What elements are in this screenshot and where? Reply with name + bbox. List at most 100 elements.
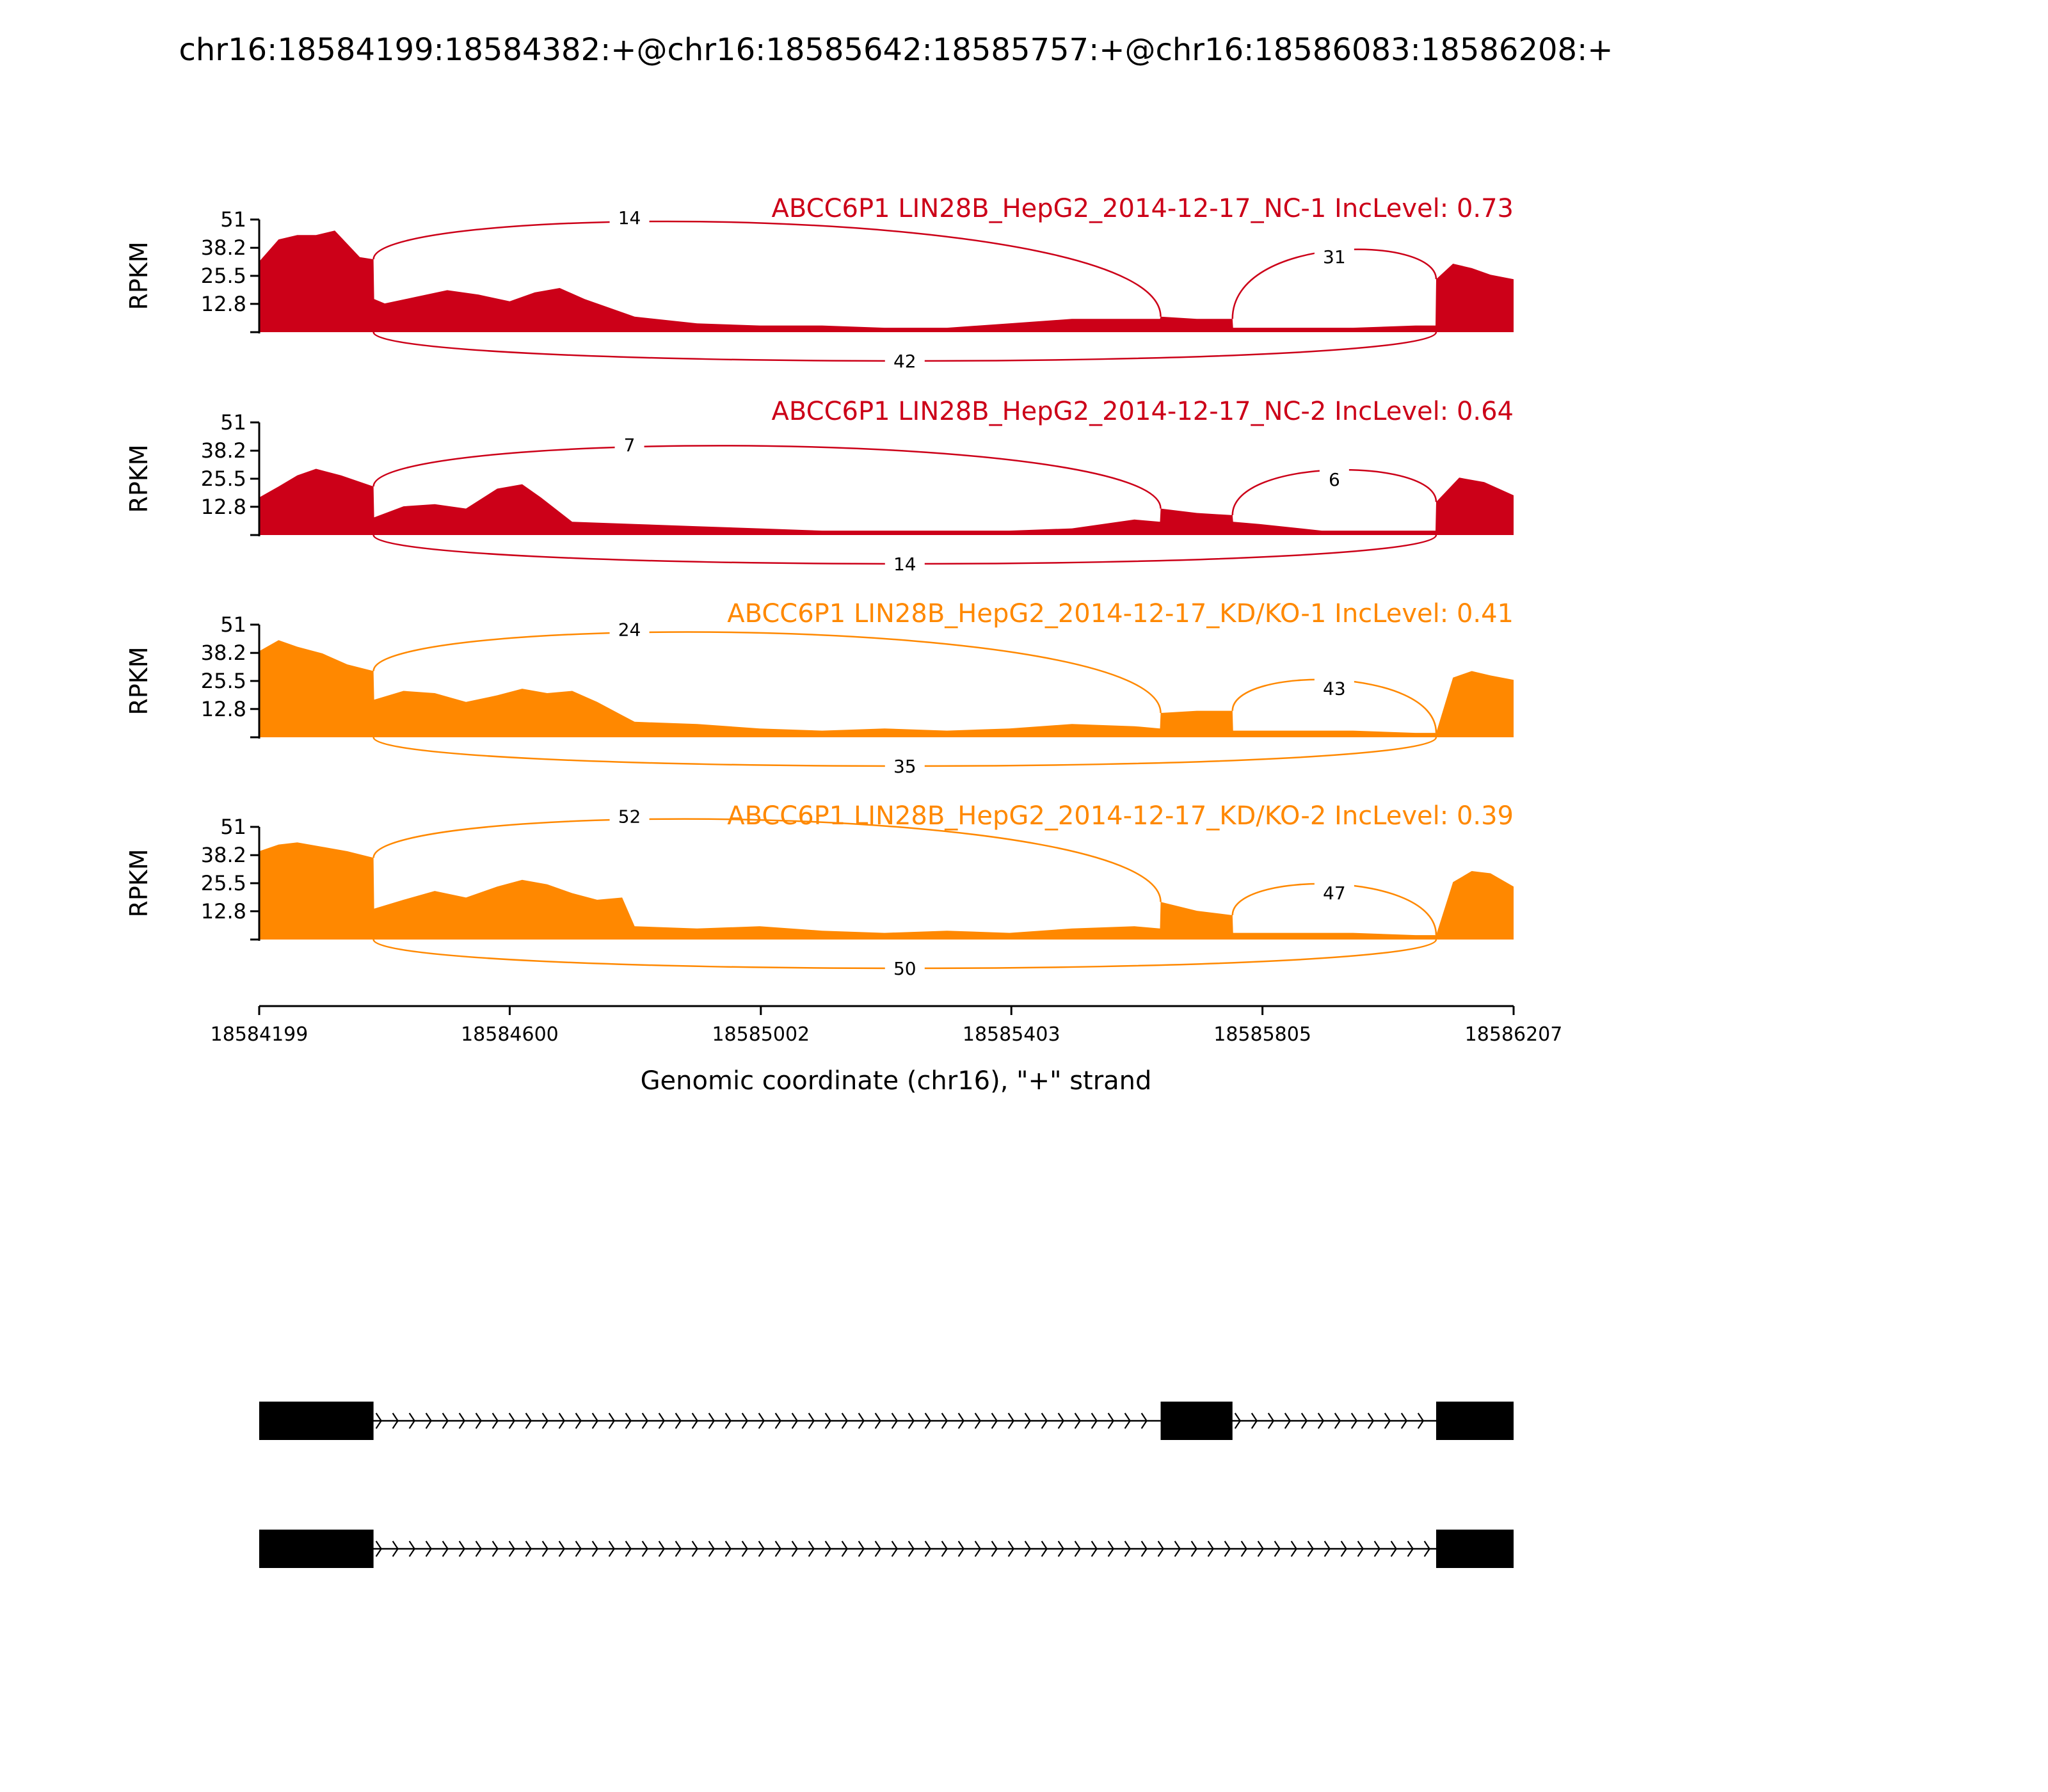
junction-label-bg — [1319, 467, 1349, 491]
strand-arrow — [1417, 1412, 1425, 1429]
strand-arrow — [1384, 1412, 1391, 1429]
strand-arrow — [508, 1412, 515, 1429]
y-tick-label: 38.2 — [201, 843, 246, 867]
panel-1: 51 38.2 25.5 12.8 RPKM ABCC6P1 LIN28B_HepG2_2… — [125, 194, 1514, 372]
strand-arrow — [824, 1412, 831, 1429]
strand-arrow — [974, 1412, 981, 1429]
exon-block — [259, 1530, 374, 1568]
strand-arrow — [941, 1412, 948, 1429]
junction-label-bg — [1314, 676, 1354, 700]
y-tick-label: 51 — [220, 207, 246, 232]
y-tick-label: 12.8 — [201, 697, 246, 721]
junction-arc — [372, 818, 1162, 902]
strand-arrow — [791, 1540, 798, 1557]
junction-label-bg — [609, 804, 650, 828]
y-tick-label: 25.5 — [201, 871, 246, 895]
strand-arrow — [1057, 1540, 1064, 1557]
panel-label: ABCC6P1 LIN28B_HepG2_2014-12-17_KD/KO-1 … — [727, 599, 1514, 628]
y-axis-label: RPKM — [125, 444, 153, 513]
panel-2: 51 38.2 25.5 12.8 RPKM ABCC6P1 LIN28B_HepG2_2… — [125, 397, 1514, 575]
strand-arrow — [625, 1412, 632, 1429]
strand-arrow — [1041, 1412, 1048, 1429]
exon-block — [1160, 1402, 1233, 1440]
strand-arrow — [841, 1412, 848, 1429]
figure-title: chr16:18584199:18584382:+@chr16:18585642… — [179, 32, 1613, 68]
strand-arrow — [1300, 1412, 1308, 1429]
strand-arrow — [1224, 1540, 1231, 1557]
strand-arrow — [675, 1412, 682, 1429]
junction-count: 52 — [618, 806, 641, 827]
strand-arrow — [575, 1412, 582, 1429]
strand-arrow — [991, 1540, 998, 1557]
strand-arrow — [908, 1412, 915, 1429]
junction-label-bg — [1314, 881, 1354, 904]
strand-arrow — [591, 1412, 598, 1429]
strand-arrow — [991, 1412, 998, 1429]
x-tick-label: 18584199 — [211, 1023, 308, 1046]
strand-arrow — [492, 1540, 499, 1557]
strand-arrow — [841, 1540, 848, 1557]
junction-count: 14 — [618, 207, 641, 228]
strand-arrow — [458, 1412, 465, 1429]
junction-count: 7 — [624, 435, 636, 456]
exon-block — [1436, 1530, 1514, 1568]
strand-arrow — [1274, 1540, 1281, 1557]
strand-arrow — [1357, 1540, 1364, 1557]
strand-arrow — [492, 1412, 499, 1429]
y-axis-label: RPKM — [125, 241, 153, 310]
strand-arrow — [858, 1412, 865, 1429]
y-tick-label: 25.5 — [201, 264, 246, 288]
strand-arrow — [1007, 1412, 1014, 1429]
junction-count: 50 — [893, 958, 916, 979]
y-axis-label: RPKM — [125, 646, 153, 715]
strand-arrow — [1307, 1540, 1314, 1557]
strand-arrow — [957, 1540, 964, 1557]
strand-arrow — [808, 1412, 815, 1429]
x-axis: 18584199 18584600 18585002 18585403 18585805… — [211, 1005, 1563, 1046]
strand-arrow — [392, 1540, 399, 1557]
strand-arrow — [375, 1412, 382, 1429]
strand-arrow — [1091, 1412, 1098, 1429]
strand-arrow — [1207, 1540, 1214, 1557]
strand-arrow — [1240, 1540, 1247, 1557]
strand-arrow — [1174, 1540, 1181, 1557]
junction-count: 6 — [1329, 469, 1340, 490]
y-tick-label: 25.5 — [201, 669, 246, 693]
coverage-area — [259, 468, 1514, 535]
junction-count: 43 — [1323, 678, 1346, 700]
strand-arrow — [525, 1412, 532, 1429]
strand-arrow — [708, 1412, 715, 1429]
strand-arrow — [957, 1412, 964, 1429]
strand-arrow — [1267, 1412, 1275, 1429]
strand-arrow — [908, 1540, 915, 1557]
strand-arrow — [1290, 1540, 1297, 1557]
junction-arc — [372, 220, 1162, 317]
strand-arrow — [808, 1540, 815, 1557]
x-tick-label: 18586207 — [1465, 1023, 1563, 1046]
strand-arrow — [1350, 1412, 1358, 1429]
coverage-area — [259, 230, 1514, 332]
strand-arrow — [941, 1540, 948, 1557]
strand-arrow — [924, 1412, 931, 1429]
strand-arrow — [874, 1412, 881, 1429]
strand-arrow — [1317, 1412, 1325, 1429]
strand-arrow — [658, 1412, 665, 1429]
strand-arrow — [774, 1412, 781, 1429]
strand-arrow — [442, 1412, 449, 1429]
y-tick-label: 12.8 — [201, 292, 246, 316]
strand-arrow — [1251, 1412, 1258, 1429]
y-tick-label: 51 — [220, 410, 246, 435]
strand-arrow — [1373, 1540, 1380, 1557]
panel-label: ABCC6P1 LIN28B_HepG2_2014-12-17_KD/KO-2 … — [727, 801, 1514, 831]
y-axis-label: RPKM — [125, 849, 153, 917]
junction-label-bg — [884, 754, 925, 777]
junction-label-bg — [614, 433, 644, 456]
strand-arrow — [1407, 1540, 1414, 1557]
strand-arrow — [475, 1412, 482, 1429]
strand-arrow — [1390, 1540, 1397, 1557]
strand-arrow — [891, 1540, 898, 1557]
strand-arrow — [541, 1540, 548, 1557]
strand-arrow — [1334, 1412, 1341, 1429]
strand-arrow — [525, 1540, 532, 1557]
